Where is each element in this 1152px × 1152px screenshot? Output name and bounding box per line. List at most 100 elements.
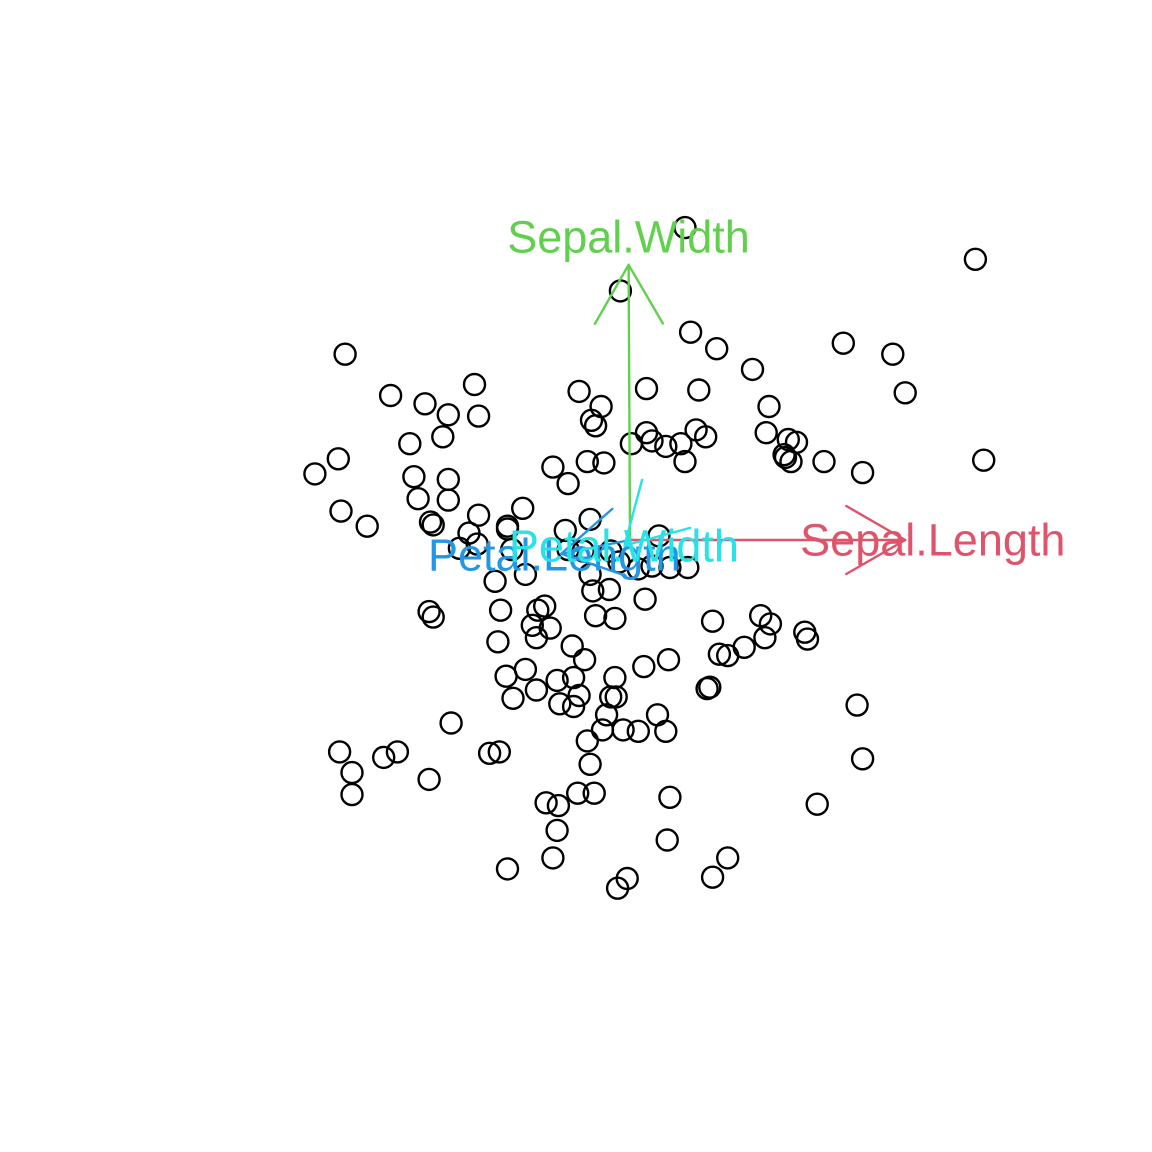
data-point — [695, 676, 719, 701]
data-point — [561, 694, 586, 719]
data-point — [524, 678, 549, 702]
data-point — [566, 781, 590, 805]
data-point — [466, 503, 491, 527]
data-point — [655, 828, 679, 852]
data-point — [398, 432, 422, 456]
data-point — [831, 331, 855, 355]
data-point — [676, 555, 700, 580]
points-layer — [303, 215, 996, 900]
data-point — [634, 376, 659, 401]
data-point — [615, 866, 639, 891]
data-point — [406, 487, 430, 511]
data-point — [447, 536, 472, 560]
data-point — [583, 604, 608, 628]
data-point — [340, 782, 364, 807]
arrow-head — [560, 507, 627, 577]
data-point — [700, 865, 725, 889]
data-point — [431, 425, 455, 449]
data-point — [753, 626, 777, 650]
loading-label: Sepal.Length — [800, 515, 1065, 566]
data-point — [578, 752, 602, 776]
data-point — [658, 785, 682, 809]
data-point — [812, 449, 836, 474]
data-point — [329, 499, 353, 523]
data-point — [597, 577, 622, 602]
data-point — [534, 791, 558, 815]
data-point — [640, 429, 664, 453]
data-point — [495, 857, 520, 881]
data-point — [599, 685, 623, 709]
data-point — [327, 740, 352, 764]
data-point — [421, 513, 445, 537]
data-point — [326, 447, 350, 471]
data-point — [773, 445, 798, 470]
data-point — [567, 379, 591, 404]
data-point — [333, 342, 357, 366]
data-point — [418, 510, 443, 534]
data-point — [647, 524, 671, 548]
data-point — [716, 846, 740, 870]
data-point — [640, 554, 664, 578]
loading-label: Petal.Length — [428, 530, 681, 581]
data-point — [486, 630, 510, 654]
data-point — [575, 449, 599, 474]
data-point — [579, 408, 604, 432]
data-point — [687, 378, 711, 402]
data-point — [465, 532, 489, 556]
data-point — [654, 434, 678, 459]
data-point — [583, 414, 608, 438]
data-point — [511, 496, 535, 520]
data-point — [436, 403, 460, 427]
data-point — [963, 247, 988, 271]
loading-label: Sepal.Width — [507, 212, 750, 263]
data-point — [567, 683, 591, 708]
data-point — [303, 462, 327, 486]
data-point — [632, 654, 656, 679]
data-point — [561, 665, 586, 690]
loading-arrow-sepal-length: Sepal.Length — [628, 504, 1065, 576]
data-point — [378, 383, 403, 408]
data-point — [673, 215, 697, 240]
loading-label: Petal.Width — [509, 521, 739, 572]
data-point — [604, 685, 628, 709]
data-point — [487, 740, 511, 764]
data-point — [700, 609, 725, 633]
data-point — [740, 357, 765, 382]
data-point — [520, 613, 544, 637]
arrow-head — [845, 504, 907, 576]
data-point — [850, 460, 875, 485]
data-point — [541, 846, 565, 870]
arrow-shaft — [559, 538, 632, 555]
data-point — [439, 711, 463, 735]
data-point — [654, 719, 678, 743]
data-point — [466, 404, 491, 428]
data-point — [355, 514, 379, 538]
data-point — [560, 634, 584, 658]
arrow-head — [593, 263, 665, 325]
data-point — [678, 320, 703, 344]
data-point — [556, 471, 580, 496]
data-point — [707, 642, 732, 666]
data-point — [845, 693, 869, 717]
data-point — [732, 635, 756, 659]
data-point — [626, 719, 650, 743]
data-point — [513, 657, 538, 682]
data-point — [658, 555, 682, 580]
loadings-layer: Sepal.Length Sepal.Width Petal.LengthPetal… — [428, 212, 1065, 581]
data-point — [594, 703, 619, 727]
data-point — [545, 668, 569, 693]
data-point — [548, 692, 572, 716]
data-point — [417, 599, 441, 624]
data-point — [669, 432, 693, 456]
data-point — [421, 605, 445, 629]
loading-arrow-petal-length: Petal.Length — [428, 507, 681, 581]
data-point — [436, 488, 460, 512]
data-point — [575, 729, 599, 753]
data-point — [541, 455, 565, 479]
data-point — [545, 818, 569, 843]
arrow-shaft — [627, 263, 632, 542]
data-point — [488, 598, 513, 622]
data-point — [462, 372, 487, 397]
data-point — [483, 569, 507, 593]
